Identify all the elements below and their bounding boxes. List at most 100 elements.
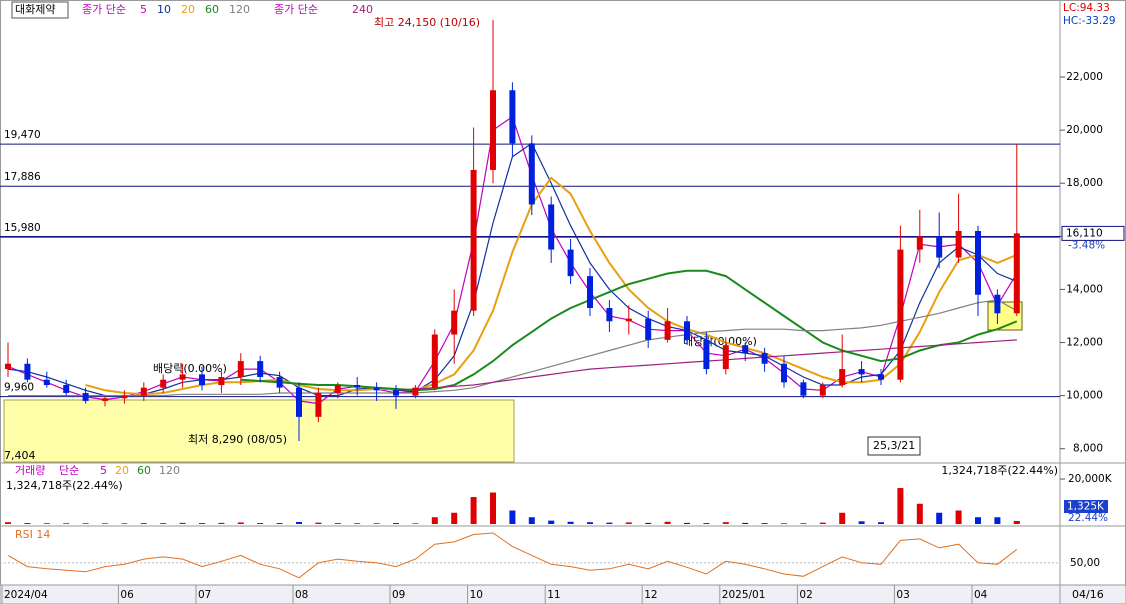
- x-tick-label: 2024/04: [4, 589, 48, 601]
- x-tick-label: 07: [198, 589, 211, 601]
- y-tick-label: 20,000: [1066, 124, 1103, 136]
- y-tick-label: 8,000: [1073, 443, 1103, 455]
- volume-bar: [528, 517, 535, 524]
- y-tick-label: 50,00: [1070, 557, 1100, 569]
- volume-tag: [1064, 500, 1108, 513]
- candle-body: [645, 318, 652, 340]
- volume-bar: [916, 503, 923, 524]
- volume-bar: [354, 523, 361, 524]
- dividend-label: 배당락(0.00%): [153, 362, 227, 375]
- volume-bar: [664, 521, 671, 524]
- candle-body: [140, 387, 147, 396]
- volume-bar: [781, 523, 787, 524]
- volume-bar: [43, 523, 50, 524]
- candle-body: [936, 236, 943, 258]
- candle-body: [858, 369, 865, 375]
- volume-bar: [63, 523, 70, 524]
- level-label: 15,980: [4, 222, 41, 234]
- candle-body: [24, 363, 31, 380]
- candle-body: [567, 249, 574, 277]
- volume-bar: [257, 523, 264, 524]
- volume-summary: 1,324,718주(22.44%): [941, 464, 1058, 477]
- candle-body: [548, 204, 555, 250]
- candle-body: [703, 339, 710, 370]
- volume-bar: [548, 520, 555, 524]
- volume-bar: [412, 523, 419, 524]
- volume-bar: [121, 523, 128, 524]
- volume-bar: [237, 522, 244, 524]
- volume-bar: [470, 497, 477, 524]
- legend-item: 20: [181, 3, 195, 16]
- stock-name: 대화제약: [15, 2, 55, 16]
- candle-body: [393, 390, 399, 396]
- candle-body: [1013, 233, 1020, 314]
- level-label: 9,960: [4, 382, 34, 394]
- candle-body: [975, 231, 981, 295]
- stock-box: [11, 1, 69, 19]
- candle-body: [684, 321, 690, 340]
- date-box-label: 25,3/21: [873, 439, 915, 452]
- x-tick-label: 10: [470, 589, 483, 601]
- volume-bar: [5, 522, 11, 524]
- candle-body: [276, 377, 283, 388]
- lc-label: LC:94.33: [1063, 2, 1110, 14]
- volume-bar: [276, 523, 283, 524]
- volume-bar: [82, 523, 89, 524]
- volume-legend-item: 20: [115, 464, 129, 477]
- volume-bar: [955, 510, 962, 524]
- volume-bar: [858, 521, 865, 524]
- legend-item: 240: [352, 3, 373, 16]
- rsi-title: RSI 14: [15, 528, 50, 541]
- x-tick-label: 2025/01: [722, 589, 766, 601]
- candle-body: [121, 395, 128, 399]
- volume-bar: [490, 492, 496, 524]
- candle-body: [102, 398, 108, 401]
- legend-item: 60: [205, 3, 219, 16]
- x-tick-label: 09: [392, 589, 405, 601]
- candle-body: [761, 353, 768, 364]
- legend-item: 10: [157, 3, 171, 16]
- box-low-label: 7,404: [4, 449, 36, 462]
- candle-body: [606, 308, 613, 322]
- dividend-label: 배당락(0.00%): [683, 335, 757, 348]
- y-tick-label: 22,000: [1066, 71, 1103, 83]
- y-tick-label: 14,000: [1066, 283, 1103, 295]
- candle-body: [839, 369, 846, 385]
- candle-body: [237, 361, 244, 378]
- volume-bar: [24, 523, 31, 524]
- current-date: 04/16: [1072, 588, 1104, 601]
- candle-body: [296, 387, 302, 417]
- candle-body: [742, 345, 749, 354]
- volume-bar: [140, 523, 147, 524]
- volume-title: 거래량: [15, 464, 45, 477]
- hc-label: HC:-33.29: [1063, 15, 1116, 27]
- candle-body: [470, 169, 477, 311]
- candle-body: [412, 387, 419, 396]
- candle-body: [916, 236, 923, 250]
- candle-body: [334, 385, 341, 393]
- date-box: [867, 436, 921, 456]
- candle-body: [994, 294, 1001, 314]
- low-label: 최저 8,290 (08/05): [188, 433, 287, 446]
- volume-bar: [315, 522, 322, 524]
- candle-body: [781, 363, 787, 383]
- volume-bar: [102, 523, 108, 524]
- volume-bar: [179, 522, 186, 524]
- volume-bar: [800, 523, 807, 524]
- x-axis-bar: [0, 584, 1126, 604]
- candle-body: [179, 374, 186, 380]
- volume-bar: [819, 522, 826, 524]
- candle-body: [587, 276, 593, 308]
- volume-bar: [994, 517, 1001, 524]
- candle-body: [315, 392, 322, 417]
- candle-body: [218, 377, 225, 385]
- volume-bar: [393, 523, 399, 524]
- candle-body: [490, 90, 496, 170]
- volume-tag-label: 1,325K: [1067, 501, 1105, 513]
- volume-bar: [606, 522, 613, 524]
- range-box: [3, 399, 515, 463]
- change-label: -3.48%: [1068, 239, 1105, 251]
- volume-ratio: 22.44%: [1068, 512, 1108, 524]
- candle-body: [664, 321, 671, 340]
- candle-body: [354, 385, 361, 388]
